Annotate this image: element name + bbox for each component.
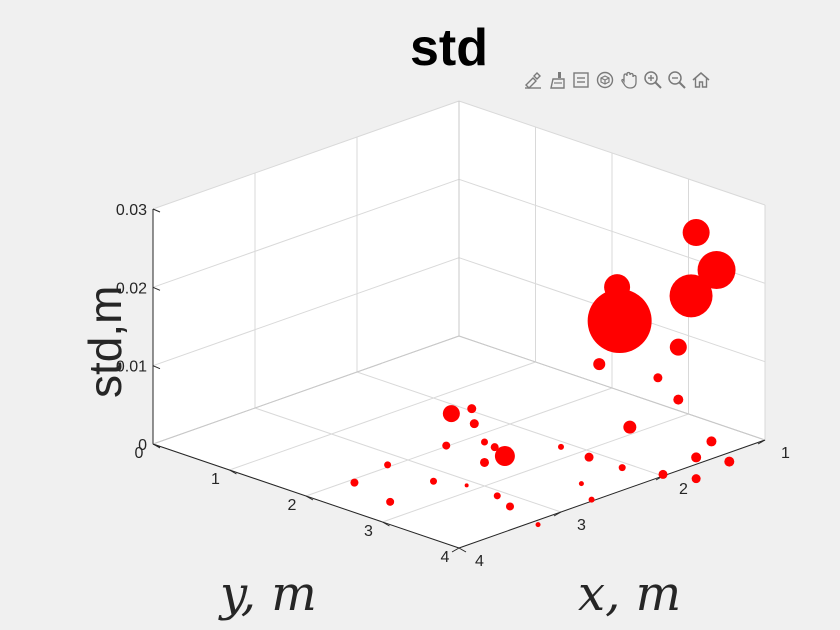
data-point[interactable]	[578, 481, 584, 487]
data-point[interactable]	[724, 456, 735, 467]
y-tick-mark	[305, 495, 314, 501]
data-point[interactable]	[587, 289, 652, 354]
data-point[interactable]	[658, 469, 668, 479]
x-tick-mark	[451, 547, 460, 553]
y-tick-label: 1	[211, 471, 220, 488]
data-tips-icon[interactable]	[570, 68, 592, 92]
y-tick-label: 3	[364, 523, 373, 540]
z-tick-mark	[152, 365, 161, 370]
data-point[interactable]	[442, 441, 451, 450]
z-tick-mark	[152, 208, 161, 213]
data-point[interactable]	[706, 436, 717, 447]
data-point[interactable]	[673, 394, 684, 405]
tick-labels: 0 1 2 3 4 1 2 3 4 0 0.01 0.02 0.03	[116, 202, 790, 570]
y-tick-label: 4	[441, 549, 450, 566]
grid-line	[382, 413, 689, 523]
y-axis-label: y, m	[220, 566, 317, 622]
data-point[interactable]	[481, 438, 488, 446]
axes-toolbar	[522, 67, 712, 93]
z-tick-label: 0.03	[116, 202, 147, 219]
grid-line	[305, 387, 613, 497]
z-tick-label: 0.02	[116, 280, 147, 297]
x-tick-label: 4	[475, 553, 484, 570]
z-tick-mark	[152, 286, 161, 291]
pan-hand-icon[interactable]	[618, 68, 640, 92]
box-edge	[152, 335, 460, 445]
data-point[interactable]	[669, 338, 687, 356]
data-point[interactable]	[506, 502, 514, 511]
data-point[interactable]	[558, 443, 564, 450]
zoom-in-icon[interactable]	[642, 68, 664, 92]
data-point[interactable]	[350, 478, 359, 487]
back-wall-left	[153, 101, 459, 444]
data-point[interactable]	[490, 443, 499, 452]
grid-line	[152, 100, 460, 210]
data-point[interactable]	[469, 419, 479, 429]
axis-layer	[152, 101, 766, 553]
x-axis-line	[458, 439, 766, 549]
data-point[interactable]	[588, 496, 595, 503]
x-axis-label: x, m	[578, 566, 682, 622]
grid-line	[152, 257, 460, 367]
data-point[interactable]	[691, 452, 702, 463]
data-point[interactable]	[584, 452, 594, 462]
data-point[interactable]	[384, 461, 392, 469]
y-tick-label: 2	[288, 497, 297, 514]
grid-line	[229, 361, 536, 471]
data-point[interactable]	[494, 446, 515, 467]
y-tick-mark	[229, 469, 237, 475]
data-point[interactable]	[618, 464, 626, 472]
rotate-3d-icon[interactable]	[594, 68, 616, 92]
box-edge	[458, 335, 766, 441]
x-tick-label: 1	[781, 445, 790, 462]
x-tick-label: 2	[679, 481, 688, 498]
data-point[interactable]	[386, 497, 395, 506]
y-tick-label: 0	[135, 445, 144, 462]
data-point[interactable]	[682, 219, 710, 247]
data-points	[350, 219, 736, 528]
grid-line	[458, 100, 766, 206]
y-tick-mark	[382, 521, 390, 527]
data-point[interactable]	[467, 404, 477, 414]
data-point[interactable]	[442, 405, 460, 423]
data-point[interactable]	[697, 251, 736, 290]
z-tick-label: 0	[138, 437, 147, 454]
data-point[interactable]	[464, 483, 469, 488]
z-tick-label: 0.01	[116, 359, 147, 376]
data-point[interactable]	[430, 477, 437, 485]
data-point[interactable]	[623, 420, 637, 434]
data-point[interactable]	[653, 373, 663, 383]
x-tick-mark	[553, 511, 562, 517]
data-brush-icon[interactable]	[546, 68, 568, 92]
data-point[interactable]	[493, 492, 501, 500]
data-point[interactable]	[691, 474, 701, 484]
x-tick-mark	[757, 439, 766, 445]
data-point[interactable]	[480, 457, 489, 467]
grid-line	[152, 178, 460, 288]
y-tick-mark	[458, 547, 467, 553]
data-point[interactable]	[669, 274, 713, 318]
zoom-out-icon[interactable]	[666, 68, 688, 92]
chart-title: std	[410, 19, 488, 77]
data-point[interactable]	[535, 522, 541, 528]
z-axis-label: std,m	[79, 285, 131, 398]
home-icon[interactable]	[690, 68, 712, 92]
z-tick-mark	[152, 443, 161, 448]
brush-export-icon[interactable]	[522, 68, 544, 92]
x-tick-label: 3	[577, 517, 586, 534]
data-point[interactable]	[593, 358, 606, 371]
